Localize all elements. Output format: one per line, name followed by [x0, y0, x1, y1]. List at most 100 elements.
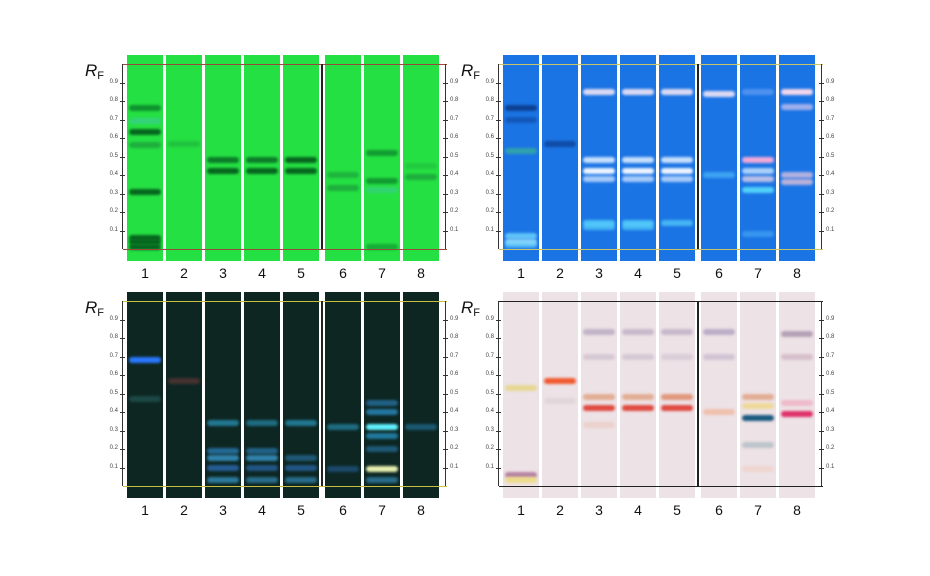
tick-label: 0.4 [485, 408, 494, 414]
tick-label: 0.6 [826, 371, 835, 377]
axis-tick [819, 212, 824, 213]
axis-tick [496, 356, 501, 358]
tick-label: 0.6 [450, 371, 459, 377]
band [781, 331, 813, 338]
tick-label: 0.7 [450, 352, 459, 359]
axis-tick [496, 82, 501, 84]
tick-label: 0.4 [826, 171, 835, 177]
axis-tick [120, 393, 125, 395]
axis-tick [120, 412, 125, 413]
lane-number: 7 [378, 265, 386, 281]
lane-number: 8 [417, 502, 425, 518]
band [366, 446, 398, 452]
axis-tick [819, 412, 824, 413]
band [207, 157, 239, 164]
band [168, 377, 200, 384]
axis-tick [819, 101, 824, 102]
lane-number: 6 [339, 265, 347, 281]
tick-label: 0.9 [485, 315, 494, 322]
band [742, 88, 774, 95]
tick-label: 0.9 [109, 315, 118, 322]
band [622, 223, 654, 230]
axis-tick [120, 138, 125, 139]
lane-5 [659, 292, 695, 498]
lane-number: 7 [378, 502, 386, 518]
band [742, 175, 774, 182]
tick-label: 0.1 [109, 226, 118, 233]
axis-tick [496, 430, 501, 432]
axis-tick [120, 119, 125, 121]
lane-number: 8 [793, 502, 801, 518]
band [207, 420, 239, 427]
rf-sub: F [473, 307, 481, 319]
axis-tick [819, 356, 824, 358]
lane-5 [659, 55, 695, 261]
band [129, 238, 161, 245]
rf-axis-label: RF [461, 61, 480, 82]
lane-4 [244, 292, 280, 498]
band [366, 477, 398, 484]
tick-label: 0.7 [826, 115, 835, 122]
band [129, 357, 161, 364]
lane-7 [740, 292, 776, 498]
band [583, 394, 615, 401]
band [661, 329, 693, 336]
band [285, 168, 317, 175]
axis-tick [120, 193, 125, 195]
tick-label: 0.8 [826, 97, 835, 103]
axis-tick [120, 338, 125, 339]
lane-number: 8 [417, 265, 425, 281]
band [129, 244, 161, 251]
lane-number: 7 [754, 502, 762, 518]
band [622, 220, 654, 227]
lane-number: 2 [556, 502, 564, 518]
rf-axis-label: RF [85, 61, 104, 82]
band [622, 394, 654, 401]
lane-number: 1 [141, 502, 149, 518]
tick-label: 0.9 [450, 78, 459, 85]
lane-number: 7 [754, 265, 762, 281]
axis-tick [819, 230, 824, 232]
band [661, 353, 693, 360]
solvent-front-line [499, 64, 823, 65]
band [129, 396, 161, 403]
axis-tick [819, 375, 824, 376]
lane-number: 6 [715, 265, 723, 281]
axis-tick [819, 138, 824, 139]
axis-tick [443, 319, 448, 321]
band [285, 420, 317, 427]
lane-number: 3 [219, 265, 227, 281]
axis-tick [443, 156, 448, 158]
band [742, 231, 774, 238]
band [505, 233, 537, 240]
band [129, 142, 161, 149]
tick-label: 0.3 [485, 189, 494, 196]
band [781, 172, 813, 178]
axis-tick [496, 193, 501, 195]
tick-label: 0.7 [450, 115, 459, 122]
band [703, 353, 735, 360]
tick-label: 0.5 [109, 389, 118, 396]
start-line [123, 249, 447, 250]
band [622, 175, 654, 182]
axis-tick [120, 156, 125, 158]
band [246, 168, 278, 175]
band [742, 403, 774, 410]
axis-tick [496, 101, 501, 102]
axis-tick [496, 449, 501, 450]
band [327, 423, 359, 430]
band [505, 105, 537, 112]
tick-label: 0.3 [485, 426, 494, 433]
band [583, 405, 615, 412]
band [781, 88, 813, 95]
band [246, 464, 278, 471]
lane-3 [205, 292, 241, 498]
tick-label: 0.2 [109, 445, 118, 451]
axis-tick [443, 82, 448, 84]
band [781, 399, 813, 406]
band [285, 157, 317, 164]
tick-label: 0.3 [450, 426, 459, 433]
band [583, 88, 615, 95]
axis-tick [443, 467, 448, 469]
lane-number: 1 [141, 265, 149, 281]
